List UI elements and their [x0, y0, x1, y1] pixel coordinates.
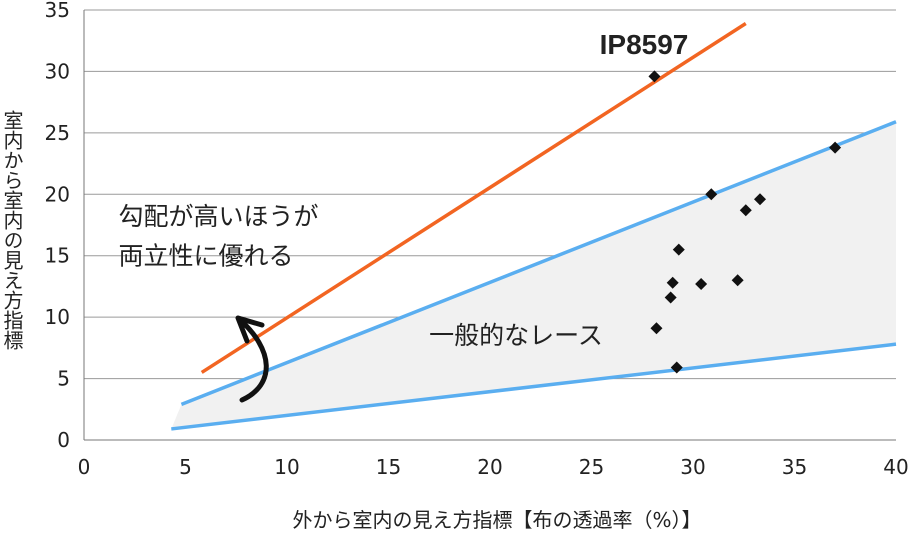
x-tick-labels: 0 5 10 15 20 25 30 35 40 [78, 455, 909, 479]
x-tick-label-4: 20 [477, 455, 502, 479]
trend-line-0 [200, 22, 747, 374]
data-point-5 [672, 243, 685, 256]
annotation-3: 一般的なレース [429, 321, 603, 350]
data-point-9 [664, 291, 677, 304]
data-point-6 [666, 276, 679, 289]
y-tick-label-5: 25 [45, 121, 70, 145]
data-point-7 [695, 277, 708, 290]
annotation-0: IP8597 [600, 29, 689, 60]
data-point-1 [829, 141, 842, 154]
curved-arrow-icon [235, 315, 269, 403]
y-tick-labels: 0 5 10 15 20 25 30 35 [45, 0, 70, 452]
data-point-0 [648, 70, 661, 83]
x-tick-label-1: 5 [179, 455, 192, 479]
trend-line-1 [180, 120, 897, 406]
data-point-11 [670, 361, 683, 374]
trend-line-2 [171, 342, 897, 431]
typical-lace-band [171, 121, 897, 429]
x-axis-label: 外から室内の見え方指標【布の透過率（%）】 [292, 508, 701, 532]
x-tick-label-0: 0 [78, 455, 91, 479]
y-tick-label-7: 35 [45, 0, 70, 22]
x-tick-label-3: 15 [376, 455, 401, 479]
annotation-1: 勾配が高いほうが [119, 202, 319, 231]
data-point-2 [705, 188, 718, 201]
x-tick-label-6: 30 [680, 455, 705, 479]
annotation-2: 両立性に優れる [119, 241, 294, 270]
y-tick-label-3: 15 [45, 244, 70, 268]
y-axis-label: 室内から室内の見え方指標 [0, 110, 24, 350]
data-point-10 [650, 322, 663, 335]
y-tick-label-4: 20 [45, 182, 70, 206]
data-points [648, 70, 842, 374]
data-point-3 [753, 193, 766, 206]
y-tick-label-0: 0 [57, 428, 70, 452]
x-tick-label-2: 10 [274, 455, 299, 479]
y-tick-label-1: 5 [57, 367, 70, 391]
trend-lines [171, 22, 897, 431]
x-tick-label-5: 25 [579, 455, 604, 479]
x-tick-label-8: 40 [883, 455, 908, 479]
y-tick-label-6: 30 [45, 59, 70, 83]
y-tick-label-2: 10 [45, 305, 70, 329]
data-point-4 [739, 204, 752, 217]
x-tick-label-7: 35 [782, 455, 807, 479]
data-point-8 [731, 274, 744, 287]
